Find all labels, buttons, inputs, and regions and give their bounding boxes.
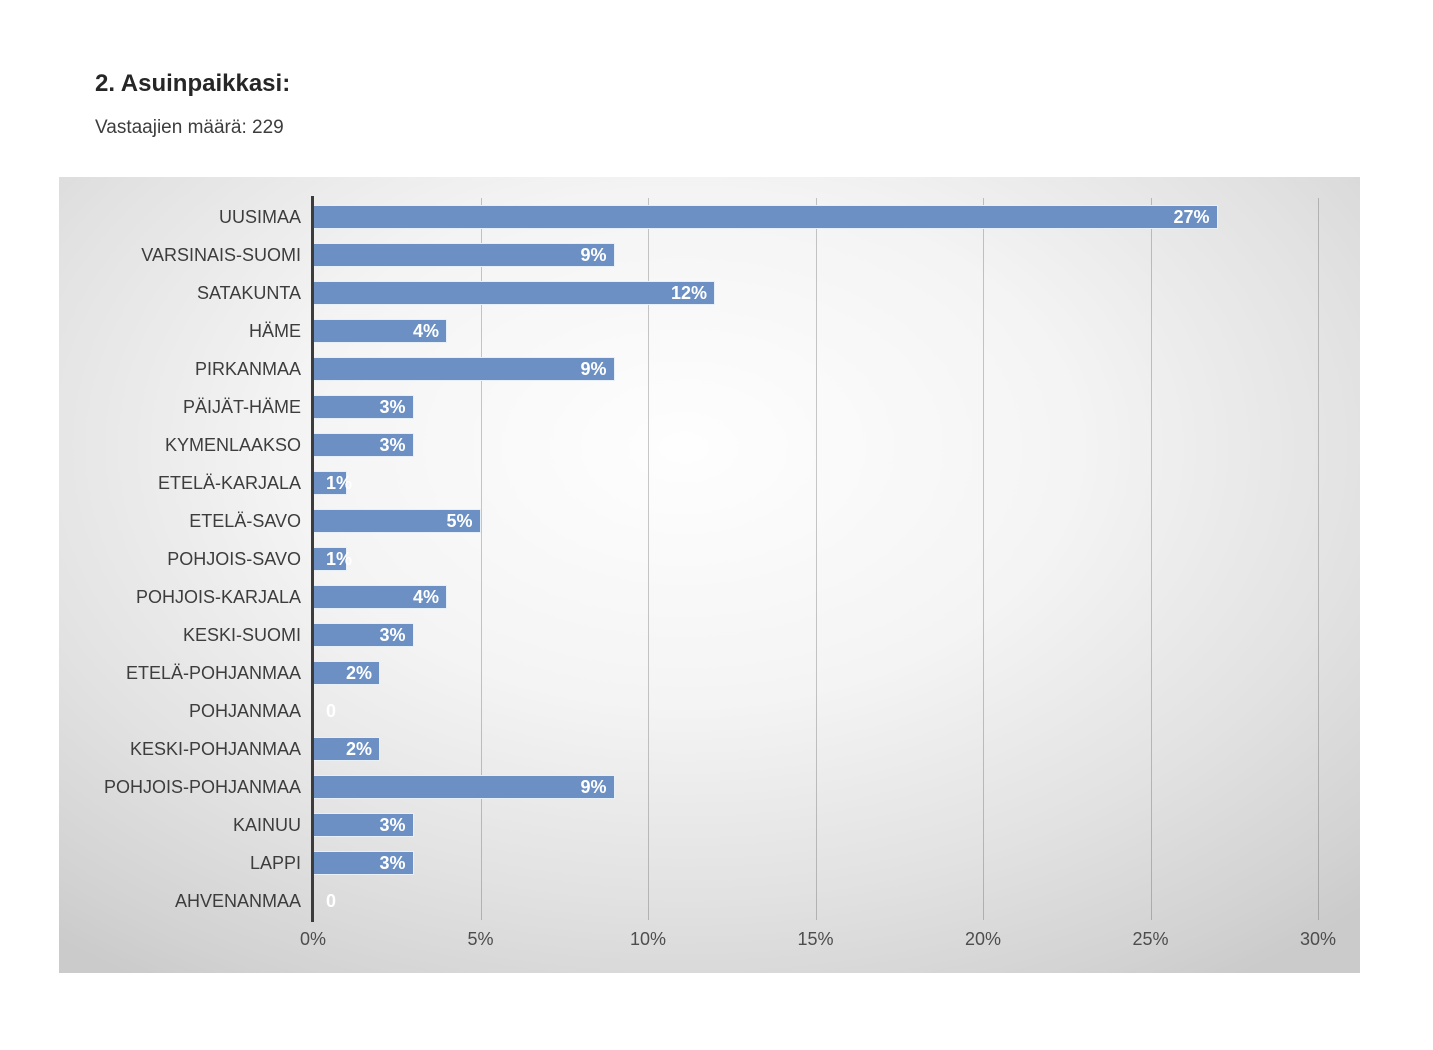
value-label: 4% — [412, 587, 439, 607]
value-label: 2% — [345, 739, 372, 759]
category-label: POHJOIS-POHJANMAA — [103, 777, 301, 797]
chart-row: VARSINAIS-SUOMI 9% — [59, 236, 1360, 274]
x-tick-label: 15% — [797, 929, 834, 949]
value-label: 0 — [326, 891, 337, 911]
bar — [313, 585, 447, 609]
value-label: 3% — [379, 815, 406, 835]
bar — [313, 357, 615, 381]
bar — [313, 509, 481, 533]
x-tick-label: 30% — [1299, 929, 1337, 949]
value-label: 27% — [1173, 207, 1210, 227]
bar — [313, 319, 447, 343]
bar — [313, 775, 615, 799]
bar — [313, 851, 414, 875]
gridline — [983, 198, 984, 920]
value-label: 9% — [580, 245, 607, 265]
category-label: POHJOIS-SAVO — [167, 549, 301, 569]
bar — [313, 395, 414, 419]
bar-chart-panel: UUSIMAA 27% VARSINAIS-SUOMI 9% SATAKUNTA 12% H… — [59, 177, 1360, 973]
chart-row: POHJOIS-KARJALA 4% — [59, 578, 1360, 616]
category-label: AHVENANMAA — [174, 891, 301, 911]
gridline — [1150, 198, 1152, 920]
x-tick-label: 10% — [629, 929, 667, 949]
category-label: HÄME — [248, 321, 301, 341]
value-label: 3% — [379, 625, 406, 645]
value-label: 5% — [446, 511, 473, 531]
x-tick-label: 0% — [299, 929, 326, 949]
x-tick-label: 25% — [1132, 929, 1169, 949]
gridline — [648, 198, 649, 920]
category-label: ETELÄ-SAVO — [189, 511, 301, 531]
respondent-count: Vastaajien määrä: 229 — [95, 117, 284, 138]
bar — [313, 471, 347, 495]
value-label: 9% — [580, 777, 607, 797]
category-label: UUSIMAA — [218, 207, 301, 227]
value-label: 4% — [412, 321, 439, 341]
chart-row: POHJOIS-SAVO 1% — [59, 540, 1360, 578]
bar — [313, 433, 414, 457]
bar — [313, 205, 1218, 229]
chart-row: UUSIMAA 27% — [59, 198, 1360, 236]
category-label: KESKI-SUOMI — [182, 625, 301, 645]
category-label: SATAKUNTA — [196, 283, 301, 303]
category-label: KYMENLAAKSO — [164, 435, 301, 455]
chart-row: ETELÄ-KARJALA 1% — [59, 464, 1360, 502]
value-label: 3% — [379, 397, 406, 417]
chart-row: AHVENANMAA 0 — [59, 882, 1360, 920]
chart-row: ETELÄ-SAVO 5% — [59, 502, 1360, 540]
value-label: 1% — [326, 549, 353, 569]
value-label: 1% — [326, 473, 353, 493]
chart-row: POHJOIS-POHJANMAA 9% — [59, 768, 1360, 806]
value-label: 3% — [379, 435, 406, 455]
value-label: 9% — [580, 359, 607, 379]
chart-row: KESKI-SUOMI 3% — [59, 616, 1360, 654]
category-label: POHJANMAA — [188, 701, 301, 721]
value-label: 2% — [345, 663, 372, 683]
plot-area: UUSIMAA 27% VARSINAIS-SUOMI 9% SATAKUNTA 12% H… — [59, 177, 1360, 973]
question-title: 2. Asuinpaikkasi: — [95, 70, 291, 97]
category-label: ETELÄ-KARJALA — [157, 473, 301, 493]
category-label: KESKI-POHJANMAA — [129, 739, 301, 759]
chart-row: LAPPI 3% — [59, 844, 1360, 882]
x-tick-label: 20% — [964, 929, 1002, 949]
category-label: KAINUU — [232, 815, 301, 835]
bar — [313, 813, 414, 837]
category-label: LAPPI — [249, 853, 301, 873]
category-label: POHJOIS-KARJALA — [135, 587, 301, 607]
chart-row: KAINUU 3% — [59, 806, 1360, 844]
chart-row: HÄME 4% — [59, 312, 1360, 350]
bar — [313, 547, 347, 571]
chart-row: SATAKUNTA 12% — [59, 274, 1360, 312]
chart-row: ETELÄ-POHJANMAA 2% — [59, 654, 1360, 692]
category-label: ETELÄ-POHJANMAA — [125, 663, 301, 683]
gridline — [815, 198, 817, 920]
chart-row: PIRKANMAA 9% — [59, 350, 1360, 388]
value-label: 12% — [670, 283, 707, 303]
value-label: 3% — [379, 853, 406, 873]
chart-row: PÄIJÄT-HÄME 3% — [59, 388, 1360, 426]
gridline — [1318, 198, 1319, 920]
x-tick-label: 5% — [467, 929, 494, 949]
value-label: 0 — [326, 701, 337, 721]
chart-row: POHJANMAA 0 — [59, 692, 1360, 730]
bar — [313, 281, 715, 305]
category-label: PIRKANMAA — [194, 359, 301, 379]
bar — [313, 243, 615, 267]
chart-row: KYMENLAAKSO 3% — [59, 426, 1360, 464]
chart-row: KESKI-POHJANMAA 2% — [59, 730, 1360, 768]
category-label: VARSINAIS-SUOMI — [141, 245, 301, 265]
y-axis-line — [311, 196, 314, 922]
category-label: PÄIJÄT-HÄME — [182, 397, 301, 417]
gridline — [480, 198, 482, 920]
